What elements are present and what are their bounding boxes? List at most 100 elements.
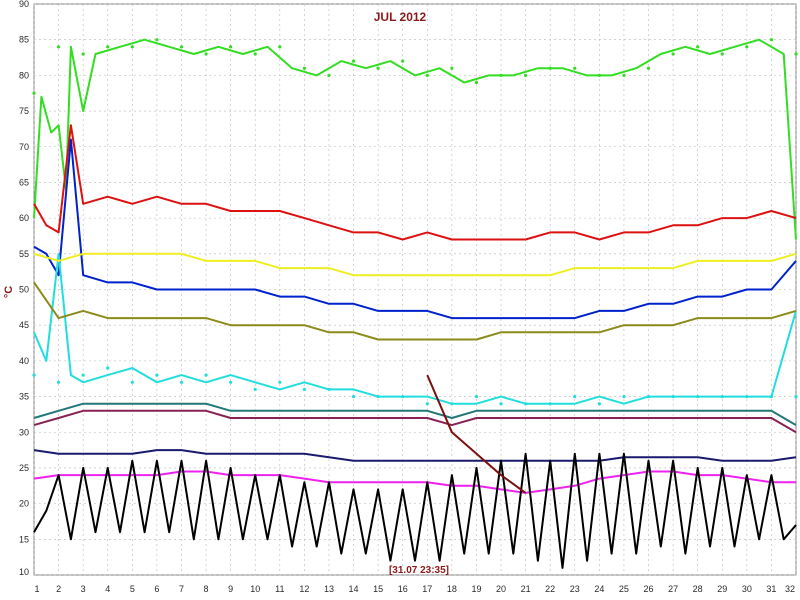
- x-tick-label: 4: [105, 584, 110, 594]
- peak-marker-green: [106, 45, 110, 49]
- peak-marker-cyan: [81, 373, 85, 377]
- y-tick-label: 60: [19, 213, 29, 223]
- y-axis-label: °C: [3, 286, 15, 298]
- peak-marker-green: [32, 91, 36, 95]
- peak-marker-green: [278, 45, 282, 49]
- series-line-10: [33, 452, 797, 569]
- x-tick-label: 5: [130, 584, 135, 594]
- cursor-timestamp: [31.07 23:35]: [389, 565, 449, 576]
- series-line-11: [426, 374, 527, 494]
- series-line-6: [33, 402, 797, 426]
- x-tick-label: 19: [471, 584, 481, 594]
- peak-marker-cyan: [204, 373, 208, 377]
- peak-marker-green: [81, 52, 85, 56]
- peak-marker-cyan: [646, 394, 651, 399]
- x-tick-label: 9: [228, 584, 233, 594]
- x-tick-label: 7: [179, 584, 184, 594]
- peak-marker-green: [327, 73, 331, 77]
- peak-marker-cyan: [450, 402, 454, 406]
- peak-marker-green: [450, 66, 454, 70]
- peak-marker-cyan: [745, 394, 749, 399]
- peak-marker-cyan: [425, 402, 429, 406]
- x-tick-label: 21: [521, 584, 531, 594]
- peak-marker-green: [745, 45, 749, 49]
- x-tick-label: 3: [81, 584, 86, 594]
- x-tick-label: 32: [785, 584, 795, 594]
- peak-marker-green: [253, 52, 257, 56]
- peak-marker-green: [646, 66, 651, 70]
- peak-marker-cyan: [327, 387, 331, 392]
- x-tick-label: 23: [570, 584, 580, 594]
- peak-marker-cyan: [499, 402, 503, 406]
- peak-marker-green: [229, 45, 233, 49]
- x-tick-label: 25: [619, 584, 629, 594]
- x-tick-label: 8: [204, 584, 209, 594]
- peak-marker-green: [499, 73, 503, 77]
- chart-title: JUL 2012: [374, 10, 427, 24]
- peak-marker-green: [671, 52, 675, 56]
- y-tick-label: 70: [19, 142, 29, 152]
- y-tick-label: 30: [19, 427, 29, 437]
- series-line-7: [33, 409, 797, 434]
- peak-marker-green: [622, 73, 626, 77]
- peak-marker-cyan: [130, 380, 134, 384]
- peak-marker-cyan: [524, 402, 528, 406]
- peak-marker-green: [794, 52, 798, 56]
- peak-marker-cyan: [622, 394, 626, 399]
- x-tick-label: 17: [422, 584, 432, 594]
- peak-marker-cyan: [597, 402, 601, 406]
- y-tick-label: 85: [19, 35, 29, 45]
- y-tick-label: 20: [19, 499, 29, 509]
- y-axis-ticks: 10 15 20 25 30 35 40 45 50 55 60 65 70 75 80 85 90: [19, 0, 29, 577]
- peak-marker-green: [573, 66, 577, 70]
- peak-marker-green: [720, 52, 724, 56]
- x-axis-ticks: 1 2 3 4 5 6 7 8 9 10 11 12 13 14 15 16 17 18 19 20 21 22 23 24 2…: [34, 584, 795, 594]
- y-tick-label: 15: [19, 534, 29, 544]
- peak-marker-green: [376, 66, 380, 70]
- y-tick-label: 50: [19, 285, 29, 295]
- x-tick-label: 6: [154, 584, 159, 594]
- series-line-3: [33, 252, 797, 405]
- series-layer: [32, 38, 798, 569]
- series-line-1: [33, 124, 797, 241]
- peak-marker-cyan: [351, 394, 356, 399]
- x-tick-label: 13: [324, 584, 334, 594]
- x-tick-label: 18: [447, 584, 457, 594]
- peak-marker-cyan: [106, 366, 110, 370]
- x-tick-label: 11: [275, 584, 284, 594]
- peak-marker-cyan: [573, 394, 577, 399]
- peak-marker-cyan: [401, 394, 405, 399]
- x-tick-label: 30: [742, 584, 752, 594]
- peak-marker-cyan: [278, 380, 282, 384]
- peak-marker-green: [696, 45, 700, 49]
- peak-marker-cyan: [794, 394, 798, 399]
- peak-marker-green: [474, 80, 479, 85]
- peak-marker-green: [56, 45, 61, 49]
- peak-marker-cyan: [179, 380, 184, 384]
- x-tick-label: 10: [250, 584, 260, 594]
- x-tick-label: 1: [34, 584, 39, 594]
- y-tick-label: 10: [19, 567, 29, 577]
- peak-marker-green: [351, 59, 356, 63]
- peak-marker-cyan: [548, 402, 552, 406]
- peak-marker-cyan: [696, 394, 700, 399]
- series-line-8: [33, 449, 797, 462]
- x-tick-label: 26: [644, 584, 654, 594]
- x-tick-label: 20: [496, 584, 506, 594]
- peak-marker-cyan: [376, 394, 380, 399]
- series-line-0: [33, 38, 797, 240]
- peak-marker-cyan: [32, 373, 36, 377]
- peak-marker-green: [155, 38, 159, 42]
- series-line-2: [33, 138, 797, 320]
- peak-marker-green: [179, 45, 184, 49]
- x-tick-label: 28: [693, 584, 703, 594]
- peak-marker-cyan: [302, 387, 306, 392]
- peak-marker-green: [130, 45, 134, 49]
- y-tick-label: 65: [19, 177, 29, 187]
- x-tick-label: 27: [668, 584, 678, 594]
- y-tick-label: 45: [19, 320, 29, 330]
- x-tick-label: 24: [594, 584, 604, 594]
- peak-marker-cyan: [474, 394, 479, 399]
- peak-marker-green: [204, 52, 208, 56]
- x-tick-label: 29: [717, 584, 727, 594]
